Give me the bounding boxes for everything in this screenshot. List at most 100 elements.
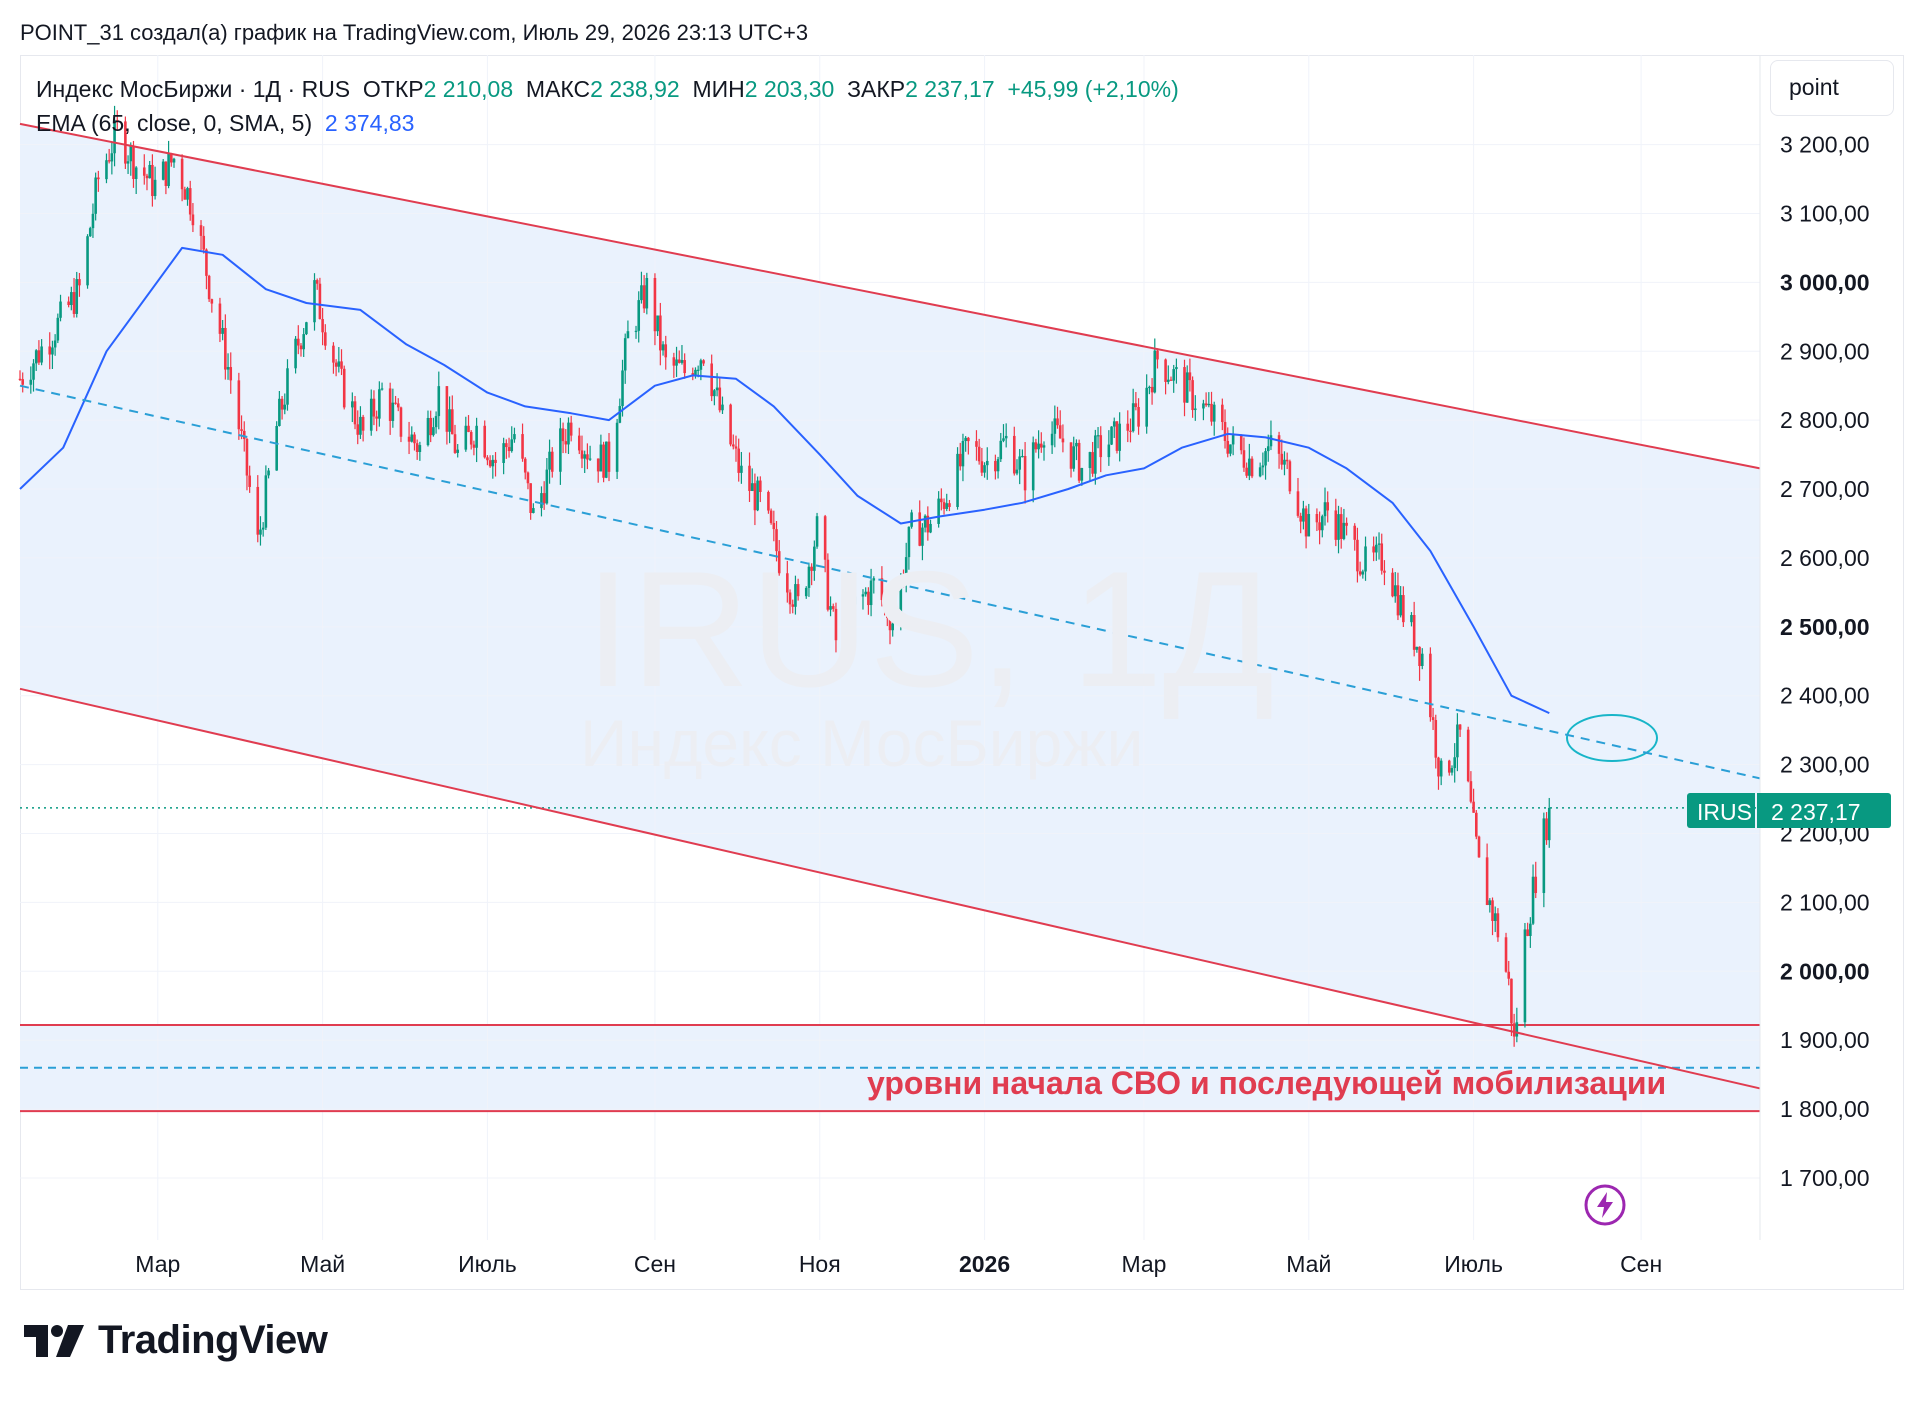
candle-body	[129, 146, 133, 162]
candle-body	[513, 434, 516, 440]
candle-body	[334, 362, 338, 367]
candle	[1118, 412, 1121, 462]
candle	[248, 465, 251, 493]
candle	[721, 396, 724, 415]
candle-body	[1320, 516, 1324, 531]
candle-body	[1226, 440, 1230, 454]
candle	[151, 154, 154, 207]
candle	[1077, 439, 1081, 484]
candle-body	[880, 578, 884, 601]
candle	[885, 591, 889, 627]
candle-body	[605, 441, 608, 478]
candle-body	[132, 146, 135, 179]
candle	[1031, 436, 1035, 503]
candle	[1223, 409, 1227, 449]
candle	[1496, 908, 1500, 942]
candle-body	[748, 465, 751, 491]
candle-body	[532, 508, 535, 513]
candle	[807, 562, 811, 597]
candle-body	[1507, 971, 1511, 979]
candle-body	[240, 429, 243, 431]
candle-body	[1112, 421, 1116, 427]
candle	[577, 427, 581, 455]
candle	[680, 345, 684, 365]
candle	[1015, 459, 1019, 476]
lightning-bolt-icon[interactable]	[1583, 1183, 1627, 1227]
candle-body	[1148, 386, 1151, 389]
candle-body	[1012, 435, 1016, 474]
candle-body	[899, 576, 903, 624]
candle-body	[921, 527, 924, 546]
candle	[869, 568, 873, 617]
candle	[1053, 405, 1057, 448]
candle	[507, 437, 511, 458]
candle	[1156, 348, 1159, 369]
candle-body	[1099, 435, 1103, 458]
candle	[259, 516, 262, 546]
candle-body	[756, 480, 759, 511]
candle	[145, 173, 149, 191]
candle	[677, 350, 681, 364]
candle	[605, 441, 608, 479]
candle	[880, 566, 884, 607]
candle-body	[842, 615, 846, 641]
candle	[731, 434, 735, 450]
candle-body	[475, 425, 478, 448]
candle-body	[1450, 768, 1454, 773]
candle-body	[59, 301, 62, 318]
price-scale-unit-label[interactable]: point	[1770, 60, 1894, 116]
candle	[532, 503, 535, 514]
candle	[105, 153, 108, 184]
candle-body	[1145, 387, 1148, 427]
candle	[391, 388, 395, 428]
candle-body	[97, 177, 100, 180]
candle-body	[221, 327, 224, 334]
candle-body	[1418, 646, 1421, 667]
candle	[750, 468, 754, 492]
candle-body	[864, 591, 867, 595]
candle	[964, 436, 967, 452]
candle-body	[1242, 450, 1246, 468]
candle-body	[848, 599, 851, 637]
candle-body	[1526, 929, 1529, 936]
candle	[113, 105, 116, 167]
candle-body	[1094, 435, 1097, 474]
candle-body	[469, 431, 473, 445]
candle-body	[1061, 438, 1065, 443]
indicator-legend[interactable]: EMA (65, close, 0, SMA, 5) 2 374,83	[36, 110, 414, 137]
candle-body	[1088, 452, 1092, 468]
candle-body	[618, 406, 622, 423]
candle	[1399, 586, 1402, 618]
candle	[891, 611, 895, 637]
candle-body	[1115, 421, 1119, 451]
candle	[1523, 923, 1527, 1028]
candle	[637, 291, 641, 343]
candle	[550, 447, 554, 478]
candle	[929, 519, 932, 534]
candle-body	[510, 439, 514, 452]
candle-body	[1172, 369, 1175, 381]
candle-body	[407, 436, 411, 442]
candle-body	[429, 417, 432, 436]
legend-symbol-title: Индекс МосБиржи · 1Д · RUS	[36, 76, 351, 102]
candle	[1415, 646, 1419, 653]
candle	[283, 393, 287, 415]
candle	[426, 410, 430, 447]
candle	[1304, 505, 1308, 549]
chart-text-annotation[interactable]: уровни начала СВО и последующей мобилиза…	[867, 1065, 1667, 1101]
candle	[1164, 358, 1167, 395]
candle	[1364, 536, 1367, 581]
candle-body	[218, 303, 222, 334]
tradingview-logo[interactable]: TradingView	[24, 1318, 328, 1363]
last-price-symbol-tag: IRUS	[1687, 793, 1755, 828]
candle-body	[1202, 403, 1205, 409]
candle-body	[337, 361, 341, 367]
candle-body	[1212, 404, 1216, 422]
candle-body	[167, 153, 170, 187]
legend-close-label: ЗАКР	[847, 76, 906, 102]
candle-body	[369, 398, 373, 431]
candle	[59, 294, 62, 322]
candle-body	[1283, 459, 1286, 465]
candle	[1507, 960, 1511, 986]
